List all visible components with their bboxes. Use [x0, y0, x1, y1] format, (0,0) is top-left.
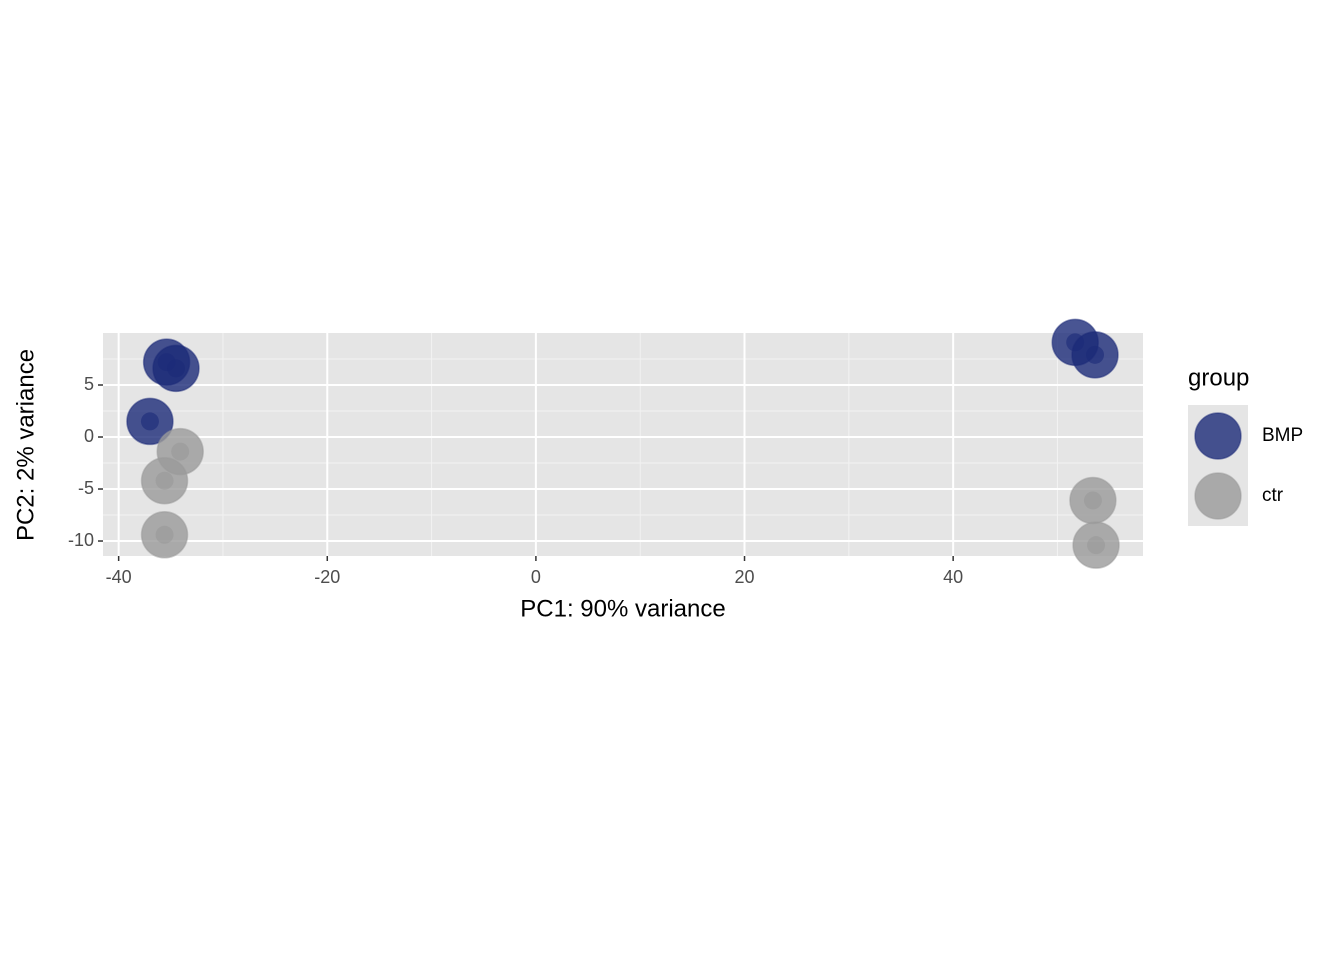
x-axis-title: PC1: 90% variance: [520, 595, 725, 622]
legend-title: group: [1188, 364, 1249, 391]
point-center: [1087, 536, 1106, 555]
y-tick-label: -5: [78, 478, 94, 498]
legend-label: ctr: [1262, 485, 1284, 506]
point-center: [140, 412, 159, 431]
x-tick-label: 20: [735, 567, 755, 587]
legend-marker: [1194, 412, 1242, 460]
y-tick-label: 0: [84, 426, 94, 446]
legend-marker: [1194, 472, 1242, 520]
point-center: [1086, 345, 1105, 364]
y-tick-label: -10: [68, 530, 94, 550]
x-tick-label: 40: [943, 567, 963, 587]
x-tick-label: -40: [106, 567, 132, 587]
point-center: [1083, 491, 1102, 510]
point-center: [155, 471, 174, 490]
y-tick-label: 5: [84, 374, 94, 394]
legend-label: BMP: [1262, 425, 1303, 446]
point-center: [155, 525, 174, 544]
x-tick-label: 0: [531, 567, 541, 587]
x-tick-label: -20: [314, 567, 340, 587]
point-center: [167, 359, 186, 378]
plot-panel: [103, 333, 1143, 556]
y-axis-title: PC2: 2% variance: [12, 349, 39, 541]
point-center: [171, 442, 190, 461]
